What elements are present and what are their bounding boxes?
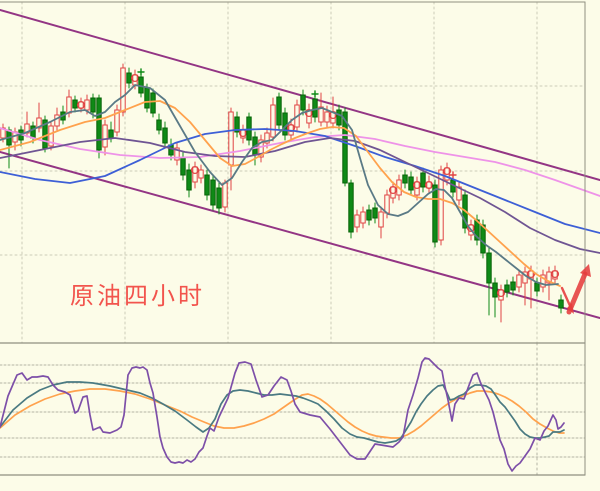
ma-10-orange-line — [0, 100, 561, 287]
ma-60-pink-line — [0, 127, 600, 197]
chart-title-annotation: 原油四小时 — [70, 283, 205, 310]
ma-fast-slate-line — [0, 84, 559, 286]
ma-30-blue-line — [0, 128, 600, 234]
oscillator-k-teal — [0, 381, 565, 444]
gridlines — [0, 1, 586, 476]
moving-averages — [0, 84, 600, 287]
forecast-arrow — [560, 264, 591, 315]
panel-borders — [0, 1, 586, 476]
oscillator-j-purple — [0, 357, 565, 472]
trend-channel — [0, 9, 600, 319]
ma-mid-purple-line — [0, 137, 600, 254]
oscillator-lines — [0, 357, 565, 472]
